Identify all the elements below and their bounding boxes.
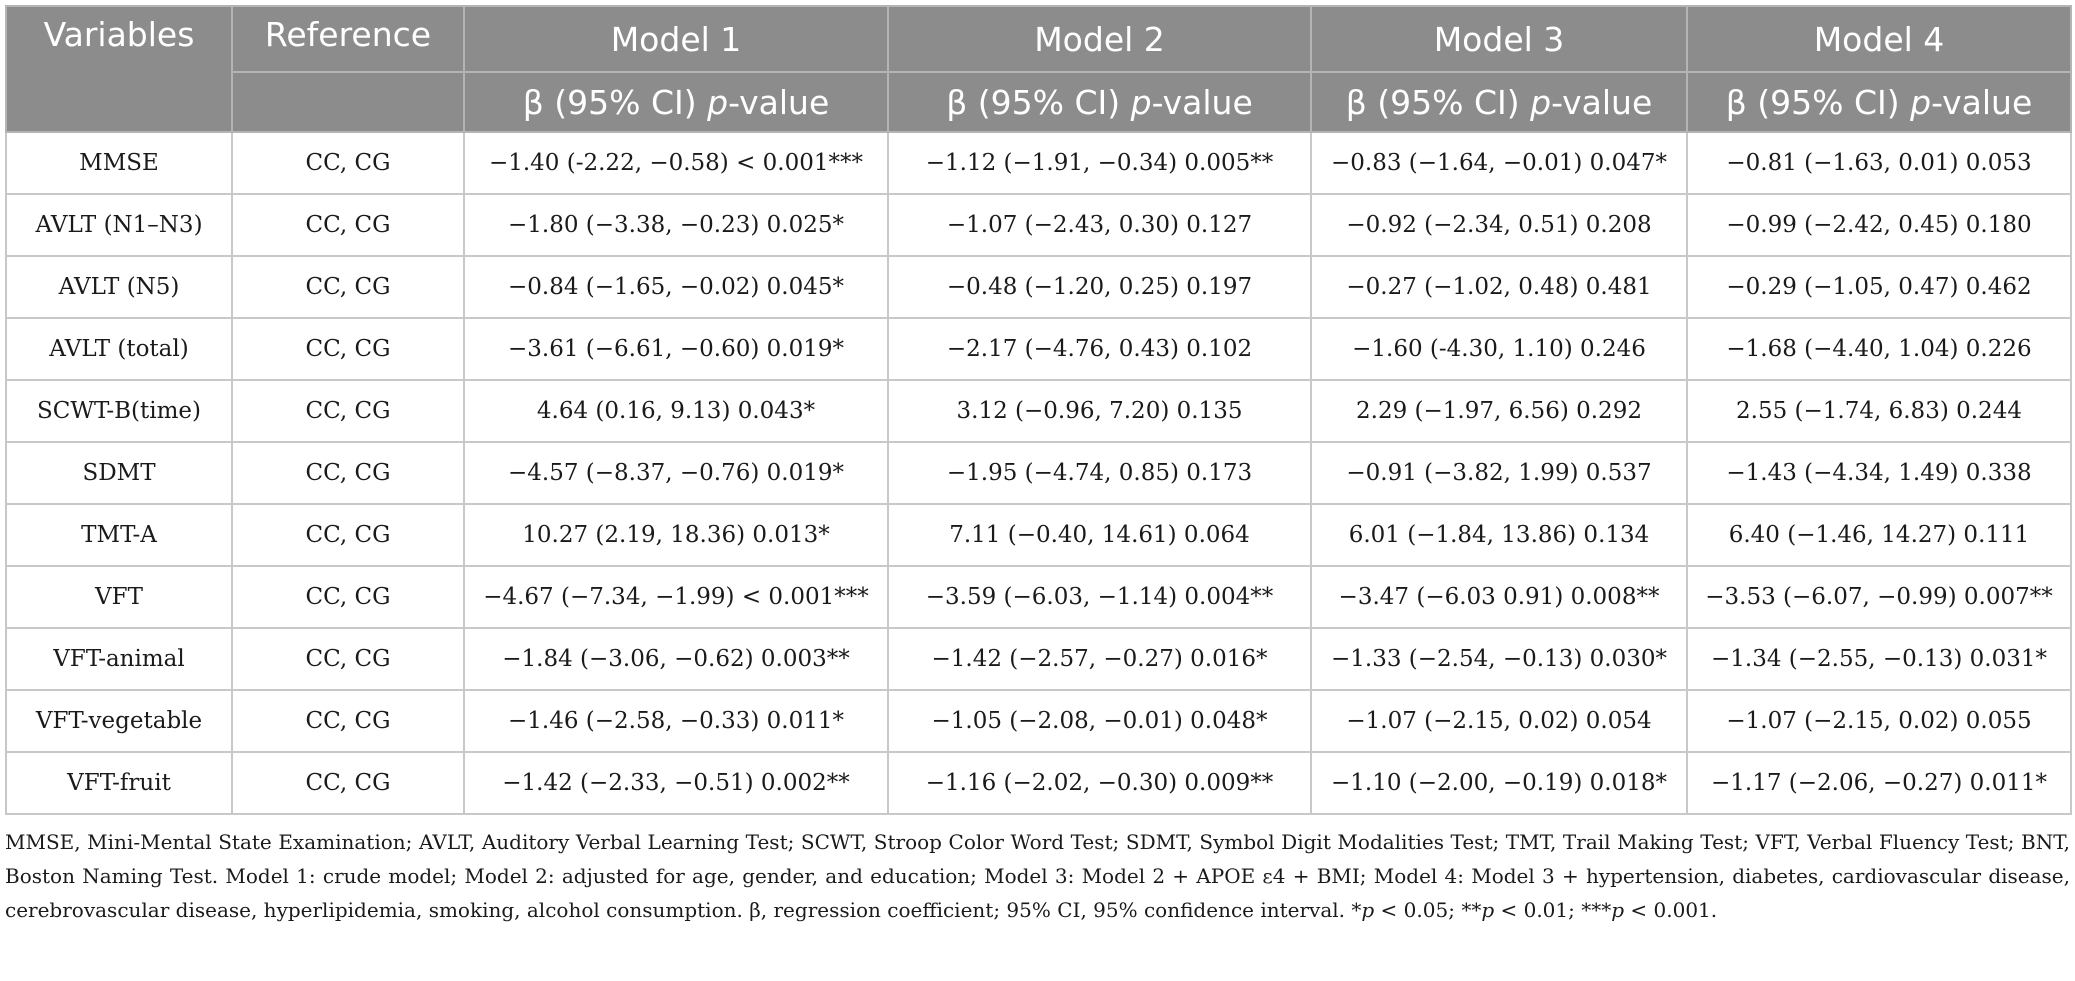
- header-model-2: Model 2: [887, 5, 1312, 73]
- table-row: AVLT (N5) CC, CG −0.84 (−1.65, −0.02) 0.…: [5, 255, 2072, 319]
- results-table-container: Variables Reference Model 1 Model 2 Mode…: [5, 5, 2072, 815]
- cell-model-1: −1.42 (−2.33, −0.51) 0.002**: [463, 751, 889, 815]
- table-row: VFT CC, CG −4.67 (−7.34, −1.99) < 0.001*…: [5, 565, 2072, 629]
- cell-model-4: −0.99 (−2.42, 0.45) 0.180: [1686, 193, 2072, 257]
- cell-model-1: 10.27 (2.19, 18.36) 0.013*: [463, 503, 889, 567]
- cell-reference: CC, CG: [231, 627, 465, 691]
- cell-variable: VFT-vegetable: [5, 689, 233, 753]
- cell-reference: CC, CG: [231, 441, 465, 505]
- cell-reference: CC, CG: [231, 689, 465, 753]
- cell-model-1: −1.84 (−3.06, −0.62) 0.003**: [463, 627, 889, 691]
- header-model-4: Model 4: [1686, 5, 2072, 73]
- cell-variable: VFT-animal: [5, 627, 233, 691]
- cell-model-2: −1.95 (−4.74, 0.85) 0.173: [887, 441, 1312, 505]
- cell-variable: VFT-fruit: [5, 751, 233, 815]
- header-reference-sub: [231, 71, 465, 133]
- cell-model-4: −3.53 (−6.07, −0.99) 0.007**: [1686, 565, 2072, 629]
- cell-reference: CC, CG: [231, 379, 465, 443]
- cell-model-3: 2.29 (−1.97, 6.56) 0.292: [1310, 379, 1688, 443]
- cell-model-3: −1.60 (-4.30, 1.10) 0.246: [1310, 317, 1688, 381]
- cell-model-3: −0.27 (−1.02, 0.48) 0.481: [1310, 255, 1688, 319]
- cell-model-4: 6.40 (−1.46, 14.27) 0.111: [1686, 503, 2072, 567]
- cell-model-3: −0.83 (−1.64, −0.01) 0.047*: [1310, 131, 1688, 195]
- cell-model-4: −1.07 (−2.15, 0.02) 0.055: [1686, 689, 2072, 753]
- cell-model-2: −1.16 (−2.02, −0.30) 0.009**: [887, 751, 1312, 815]
- cell-model-4: 2.55 (−1.74, 6.83) 0.244: [1686, 379, 2072, 443]
- cell-model-1: −1.40 (-2.22, −0.58) < 0.001***: [463, 131, 889, 195]
- cell-model-3: −1.10 (−2.00, −0.19) 0.018*: [1310, 751, 1688, 815]
- cell-model-3: −0.91 (−3.82, 1.99) 0.537: [1310, 441, 1688, 505]
- cell-variable: AVLT (total): [5, 317, 233, 381]
- cell-reference: CC, CG: [231, 503, 465, 567]
- cell-model-2: −3.59 (−6.03, −1.14) 0.004**: [887, 565, 1312, 629]
- cell-model-3: −0.92 (−2.34, 0.51) 0.208: [1310, 193, 1688, 257]
- cell-reference: CC, CG: [231, 193, 465, 257]
- cell-variable: SDMT: [5, 441, 233, 505]
- regression-table: Variables Reference Model 1 Model 2 Mode…: [5, 5, 2072, 815]
- table-row: VFT-animal CC, CG −1.84 (−3.06, −0.62) 0…: [5, 627, 2072, 691]
- table-row: VFT-fruit CC, CG −1.42 (−2.33, −0.51) 0.…: [5, 751, 2072, 815]
- cell-model-2: −1.05 (−2.08, −0.01) 0.048*: [887, 689, 1312, 753]
- table-row: AVLT (N1–N3) CC, CG −1.80 (−3.38, −0.23)…: [5, 193, 2072, 257]
- table-row: SCWT-B(time) CC, CG 4.64 (0.16, 9.13) 0.…: [5, 379, 2072, 443]
- cell-model-3: −1.07 (−2.15, 0.02) 0.054: [1310, 689, 1688, 753]
- cell-model-4: −1.68 (−4.40, 1.04) 0.226: [1686, 317, 2072, 381]
- table-row: TMT-A CC, CG 10.27 (2.19, 18.36) 0.013* …: [5, 503, 2072, 567]
- cell-variable: TMT-A: [5, 503, 233, 567]
- cell-model-2: −0.48 (−1.20, 0.25) 0.197: [887, 255, 1312, 319]
- header-variables: Variables: [5, 5, 233, 133]
- cell-model-4: −1.43 (−4.34, 1.49) 0.338: [1686, 441, 2072, 505]
- cell-variable: SCWT-B(time): [5, 379, 233, 443]
- header-model-1: Model 1: [463, 5, 889, 73]
- cell-model-3: −1.33 (−2.54, −0.13) 0.030*: [1310, 627, 1688, 691]
- cell-model-2: −1.42 (−2.57, −0.27) 0.016*: [887, 627, 1312, 691]
- header-beta-ci-1: β (95% CI) p-value: [463, 71, 889, 133]
- table-row: MMSE CC, CG −1.40 (-2.22, −0.58) < 0.001…: [5, 131, 2072, 195]
- cell-model-1: 4.64 (0.16, 9.13) 0.043*: [463, 379, 889, 443]
- cell-model-3: −3.47 (−6.03 0.91) 0.008**: [1310, 565, 1688, 629]
- header-row-models: Variables Reference Model 1 Model 2 Mode…: [5, 5, 2072, 133]
- cell-reference: CC, CG: [231, 317, 465, 381]
- header-reference: Reference: [231, 5, 465, 73]
- cell-model-4: −1.34 (−2.55, −0.13) 0.031*: [1686, 627, 2072, 691]
- cell-model-4: −0.81 (−1.63, 0.01) 0.053: [1686, 131, 2072, 195]
- header-beta-ci-3: β (95% CI) p-value: [1310, 71, 1688, 133]
- cell-model-2: −2.17 (−4.76, 0.43) 0.102: [887, 317, 1312, 381]
- cell-reference: CC, CG: [231, 255, 465, 319]
- cell-model-1: −1.80 (−3.38, −0.23) 0.025*: [463, 193, 889, 257]
- cell-reference: CC, CG: [231, 565, 465, 629]
- cell-variable: AVLT (N5): [5, 255, 233, 319]
- cell-variable: VFT: [5, 565, 233, 629]
- cell-model-2: 3.12 (−0.96, 7.20) 0.135: [887, 379, 1312, 443]
- footnote-main: MMSE, Mini-Mental State Examination; AVL…: [5, 830, 2070, 922]
- header-beta-ci-4: β (95% CI) p-value: [1686, 71, 2072, 133]
- cell-model-2: −1.07 (−2.43, 0.30) 0.127: [887, 193, 1312, 257]
- header-beta-ci-2: β (95% CI) p-value: [887, 71, 1312, 133]
- cell-model-2: −1.12 (−1.91, −0.34) 0.005**: [887, 131, 1312, 195]
- header-model-3: Model 3: [1310, 5, 1688, 73]
- cell-model-1: −4.57 (−8.37, −0.76) 0.019*: [463, 441, 889, 505]
- cell-variable: MMSE: [5, 131, 233, 195]
- cell-model-2: 7.11 (−0.40, 14.61) 0.064: [887, 503, 1312, 567]
- cell-model-1: −0.84 (−1.65, −0.02) 0.045*: [463, 255, 889, 319]
- cell-model-4: −0.29 (−1.05, 0.47) 0.462: [1686, 255, 2072, 319]
- table-row: VFT-vegetable CC, CG −1.46 (−2.58, −0.33…: [5, 689, 2072, 753]
- cell-model-1: −1.46 (−2.58, −0.33) 0.011*: [463, 689, 889, 753]
- table-row: AVLT (total) CC, CG −3.61 (−6.61, −0.60)…: [5, 317, 2072, 381]
- header-row-subheaders: β (95% CI) p-value β (95% CI) p-value β …: [6, 71, 2072, 133]
- cell-variable: AVLT (N1–N3): [5, 193, 233, 257]
- cell-reference: CC, CG: [231, 131, 465, 195]
- cell-model-1: −4.67 (−7.34, −1.99) < 0.001***: [463, 565, 889, 629]
- table-row: SDMT CC, CG −4.57 (−8.37, −0.76) 0.019* …: [5, 441, 2072, 505]
- cell-model-3: 6.01 (−1.84, 13.86) 0.134: [1310, 503, 1688, 567]
- cell-model-4: −1.17 (−2.06, −0.27) 0.011*: [1686, 751, 2072, 815]
- table-footnote: MMSE, Mini-Mental State Examination; AVL…: [5, 830, 2070, 922]
- cell-reference: CC, CG: [231, 751, 465, 815]
- cell-model-1: −3.61 (−6.61, −0.60) 0.019*: [463, 317, 889, 381]
